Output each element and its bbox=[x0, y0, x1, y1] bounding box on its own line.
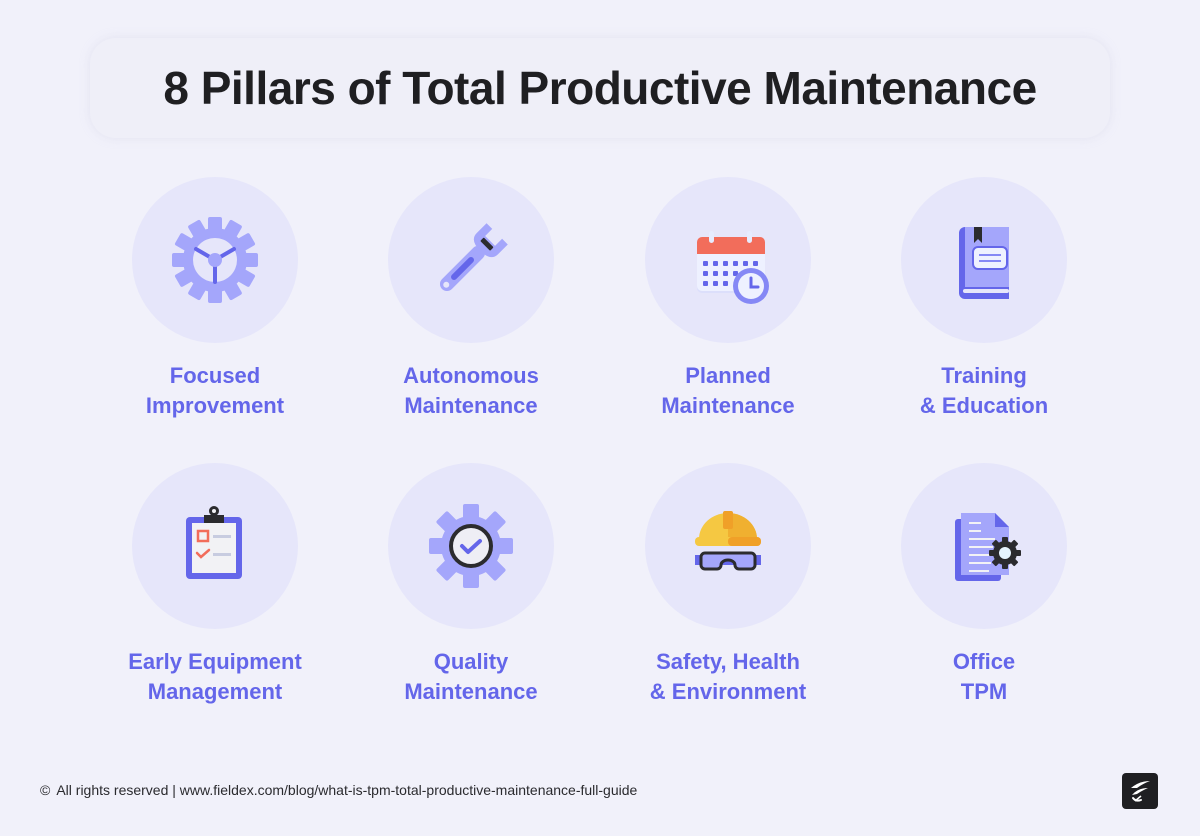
label-line-1: Planned bbox=[685, 363, 771, 388]
pillar-autonomous-maintenance: Autonomous Maintenance bbox=[361, 177, 581, 421]
icon-circle bbox=[132, 463, 298, 629]
label-line-1: Office bbox=[952, 649, 1016, 674]
icon-circle bbox=[645, 463, 811, 629]
hardhat-goggles-icon bbox=[695, 511, 761, 571]
icon-circle bbox=[388, 177, 554, 343]
wrench-icon bbox=[439, 223, 508, 292]
label-line-1: Focused bbox=[169, 363, 261, 388]
label-line-2: Maintenance bbox=[404, 393, 538, 418]
pillar-office-tpm: Office TPM bbox=[874, 463, 1094, 707]
label-line-1: Early Equipment bbox=[128, 649, 302, 674]
pillar-focused-improvement: Focused Improvement bbox=[105, 177, 325, 421]
gear-check-icon bbox=[429, 504, 513, 588]
clipboard-checklist-icon bbox=[186, 506, 242, 579]
pillar-label: Quality Maintenance bbox=[361, 647, 581, 707]
fieldex-logo-icon bbox=[1122, 773, 1158, 809]
footer-text: All rights reserved | www.fieldex.com/bl… bbox=[56, 782, 638, 798]
pillar-planned-maintenance: Planned Maintenance bbox=[618, 177, 838, 421]
pillar-early-equipment-management: Early Equipment Management bbox=[105, 463, 325, 707]
gear-icon bbox=[172, 217, 258, 303]
title-panel: 8 Pillars of Total Productive Maintenanc… bbox=[90, 38, 1110, 138]
label-line-2: Maintenance bbox=[404, 679, 538, 704]
icon-circle bbox=[901, 177, 1067, 343]
icon-circle bbox=[388, 463, 554, 629]
icon-circle bbox=[645, 177, 811, 343]
label-line-2: Management bbox=[147, 679, 283, 704]
label-line-1: Safety, Health bbox=[656, 649, 800, 674]
pillar-label: Office TPM bbox=[874, 647, 1094, 707]
footer: © All rights reserved | www.fieldex.com/… bbox=[40, 782, 637, 798]
icon-circle bbox=[132, 177, 298, 343]
pillar-safety-health-environment: Safety, Health & Environment bbox=[618, 463, 838, 707]
copyright-icon: © bbox=[40, 782, 51, 798]
document-gear-icon bbox=[955, 513, 1021, 581]
label-line-2: Maintenance bbox=[661, 393, 795, 418]
pillar-quality-maintenance: Quality Maintenance bbox=[361, 463, 581, 707]
pillar-label: Early Equipment Management bbox=[105, 647, 325, 707]
label-line-1: Quality bbox=[433, 649, 509, 674]
pillar-label: Safety, Health & Environment bbox=[618, 647, 838, 707]
label-line-1: Training bbox=[941, 363, 1027, 388]
pillar-label: Training & Education bbox=[874, 361, 1094, 421]
label-line-2: & Environment bbox=[649, 679, 807, 704]
pillar-label: Planned Maintenance bbox=[618, 361, 838, 421]
book-icon bbox=[959, 227, 1009, 299]
label-line-1: Autonomous bbox=[403, 363, 539, 388]
calendar-clock-icon bbox=[697, 231, 769, 304]
icon-circle bbox=[901, 463, 1067, 629]
label-line-2: TPM bbox=[960, 679, 1008, 704]
pillar-label: Focused Improvement bbox=[105, 361, 325, 421]
label-line-2: & Education bbox=[919, 393, 1049, 418]
pillar-label: Autonomous Maintenance bbox=[361, 361, 581, 421]
pillar-training-education: Training & Education bbox=[874, 177, 1094, 421]
label-line-2: Improvement bbox=[145, 393, 285, 418]
page-title: 8 Pillars of Total Productive Maintenanc… bbox=[163, 62, 1037, 114]
